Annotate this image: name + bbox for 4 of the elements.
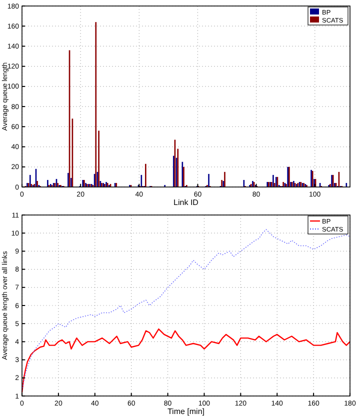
x-axis-title: Link ID <box>174 198 199 207</box>
x-axis-title: Time [min] <box>167 407 205 416</box>
line-series <box>21 328 351 393</box>
line-series <box>22 229 350 391</box>
